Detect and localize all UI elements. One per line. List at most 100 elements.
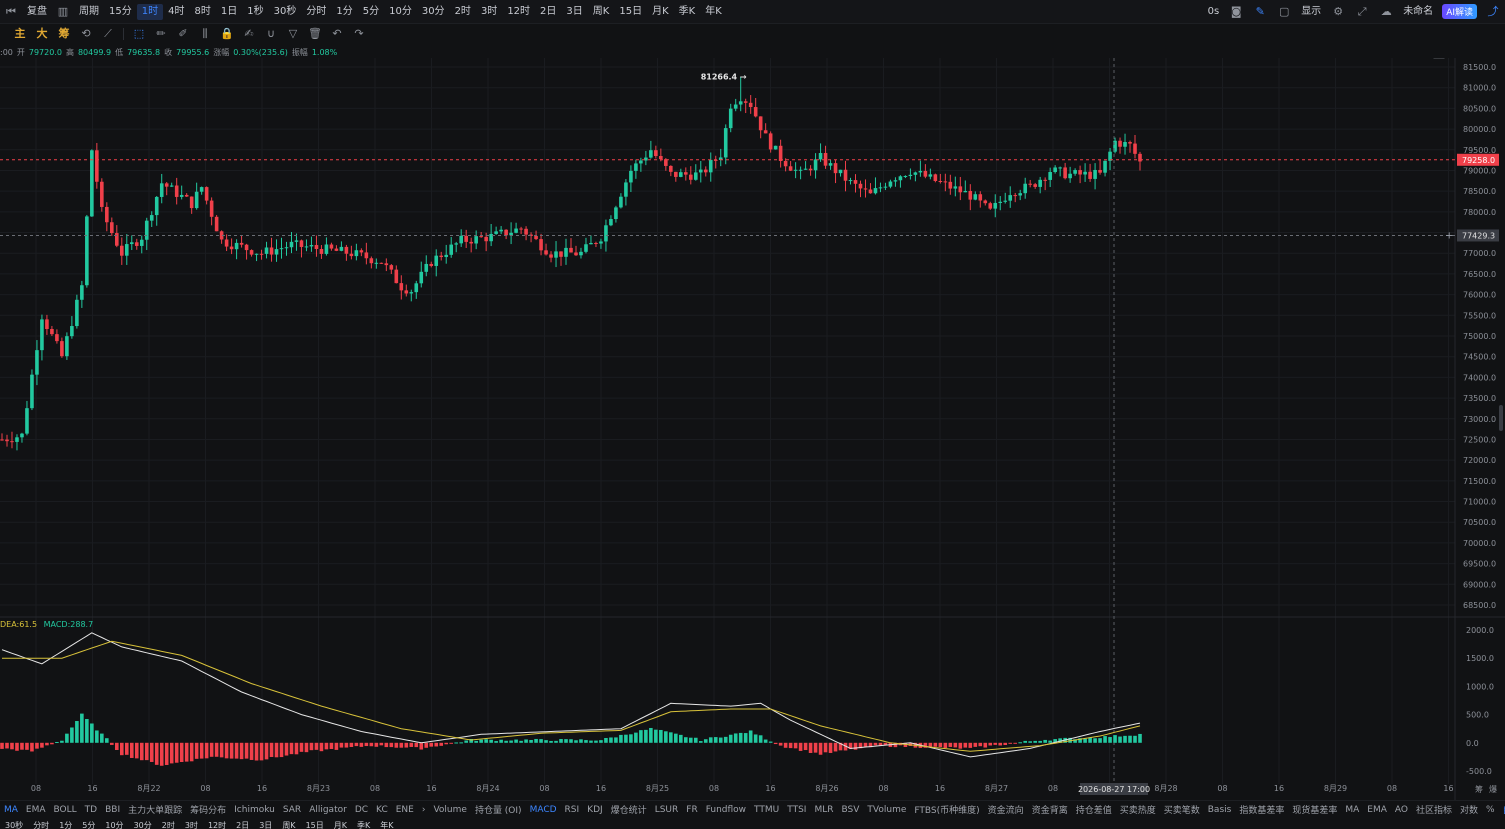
timeframe-8[interactable]: 1分	[336, 5, 353, 17]
indicator-sub-21[interactable]: 指数基差率	[1239, 806, 1285, 816]
chevron-right-icon[interactable]: ›	[421, 804, 426, 815]
indicator-sub-13[interactable]: TVolume	[867, 804, 907, 815]
indicator-main-7[interactable]: Ichimoku	[234, 804, 275, 815]
indicator-sub-22[interactable]: 现货基差率	[1292, 806, 1338, 816]
bottom-timeframe-8[interactable]: 12时	[207, 821, 227, 829]
indicator-sub-12[interactable]: BSV	[841, 804, 860, 815]
timeframe-14[interactable]: 12时	[507, 5, 531, 17]
indicator-sub-0[interactable]: Volume	[433, 804, 467, 815]
indicator-sub-24[interactable]: EMA	[1367, 804, 1387, 815]
lock-icon[interactable]: 🔒	[220, 27, 234, 40]
timeframe-10[interactable]: 10分	[389, 5, 412, 17]
bottom-timeframe-15[interactable]: 年K	[380, 821, 394, 829]
candles-icon[interactable]: ⫼	[202, 27, 208, 40]
redo-icon[interactable]: ↷	[354, 27, 364, 40]
indicator-tail-0[interactable]: 社区指标	[1415, 806, 1452, 816]
indicator-main-6[interactable]: 筹码分布	[190, 806, 227, 816]
timeframe-0[interactable]: 15分	[109, 5, 132, 17]
timeframe-20[interactable]: 季K	[678, 5, 696, 17]
indicator-sub-1[interactable]: 持仓量 (OI)	[474, 806, 522, 816]
indicator-sub-6[interactable]: LSUR	[654, 804, 679, 815]
bottom-timeframe-11[interactable]: 周K	[282, 821, 296, 829]
indicator-tail-2[interactable]: %	[1486, 804, 1495, 815]
bottom-timeframe-1[interactable]: 分时	[33, 821, 50, 829]
indicator-main-4[interactable]: BBI	[105, 804, 121, 815]
indicator-sub-18[interactable]: 买卖热度	[1119, 806, 1156, 816]
tool-chips[interactable]: 筹	[58, 27, 70, 40]
ruler-icon[interactable]: ⟋	[104, 27, 112, 40]
timeframe-1[interactable]: 1时	[136, 3, 164, 20]
pen-icon[interactable]: ✎	[1255, 4, 1265, 18]
bottom-timeframe-6[interactable]: 2时	[161, 821, 175, 829]
trash-icon[interactable]: 🗑	[308, 27, 322, 40]
timeframe-4[interactable]: 1日	[220, 5, 238, 17]
indicator-sub-9[interactable]: TTMU	[754, 804, 780, 815]
indicator-main-3[interactable]: TD	[84, 804, 98, 815]
tool-big[interactable]: 大	[36, 27, 48, 40]
indicator-main-8[interactable]: SAR	[282, 804, 302, 815]
timeframe-18[interactable]: 15日	[619, 5, 643, 17]
indicator-main-10[interactable]: DC	[354, 804, 369, 815]
share-icon[interactable]: ⤴	[1487, 4, 1499, 18]
fullscreen-icon[interactable]: ⤢	[1357, 4, 1367, 18]
period-dropdown[interactable]: 周期	[79, 5, 99, 17]
bottom-timeframe-12[interactable]: 15日	[305, 821, 324, 829]
sync-icon[interactable]: ⟲	[81, 27, 91, 40]
filter-icon[interactable]: ▽	[288, 27, 298, 40]
indicator-main-9[interactable]: Alligator	[309, 804, 347, 815]
timeframe-15[interactable]: 2日	[540, 5, 557, 17]
magnet-icon[interactable]: ∪	[266, 27, 276, 40]
indicator-sub-7[interactable]: FR	[686, 804, 698, 815]
camera-icon[interactable]: ◙	[1230, 4, 1242, 18]
brush-icon[interactable]: ✐	[178, 27, 188, 40]
restore-button[interactable]: 复盘	[27, 5, 47, 17]
candlestick-chart[interactable]: 81500.0 81000.0 80500.0 80000.0 79500.0 79000…	[0, 58, 1505, 800]
indicator-sub-19[interactable]: 买卖笔数	[1163, 806, 1200, 816]
cloud-icon[interactable]: ☁	[1380, 4, 1392, 18]
timeframe-12[interactable]: 2时	[454, 5, 471, 17]
bottom-timeframe-14[interactable]: 季K	[357, 821, 371, 829]
restore-icon[interactable]: ⏮	[6, 4, 16, 18]
display-button[interactable]: 显示	[1301, 5, 1322, 17]
indicator-sub-3[interactable]: RSI	[564, 804, 580, 815]
edit-icon[interactable]: ✍	[244, 27, 254, 40]
window-icon[interactable]: ▢	[1278, 4, 1290, 18]
bottom-timeframe-3[interactable]: 5分	[82, 821, 96, 829]
timeframe-9[interactable]: 5分	[362, 5, 380, 17]
indicator-sub-8[interactable]: Fundflow	[705, 804, 747, 815]
timeframe-7[interactable]: 分时	[306, 5, 327, 17]
timeframe-6[interactable]: 30秒	[273, 5, 297, 17]
indicator-sub-14[interactable]: FTBS(币种维度)	[914, 806, 980, 816]
bottom-timeframe-9[interactable]: 2日	[236, 821, 250, 829]
indicator-sub-10[interactable]: TTSI	[787, 804, 807, 815]
timeframe-5[interactable]: 1秒	[247, 5, 264, 17]
undo-icon[interactable]: ↶	[332, 27, 342, 40]
indicator-main-12[interactable]: ENE	[395, 804, 414, 815]
indicator-tail-1[interactable]: 对数	[1460, 806, 1479, 816]
timeframe-21[interactable]: 年K	[705, 5, 722, 17]
timeframe-17[interactable]: 周K	[592, 5, 610, 17]
bottom-timeframe-5[interactable]: 30分	[133, 821, 152, 829]
ai-button[interactable]: AI解读	[1442, 4, 1477, 19]
indicator-sub-23[interactable]: MA	[1345, 804, 1360, 815]
indicator-main-5[interactable]: 主力大单跟踪	[128, 806, 183, 816]
bottom-timeframe-10[interactable]: 3日	[259, 821, 273, 829]
indicator-sub-20[interactable]: Basis	[1207, 804, 1232, 815]
indicator-main-0[interactable]: MA	[4, 804, 18, 815]
timeframe-3[interactable]: 8时	[194, 5, 211, 17]
indicator-sub-25[interactable]: AO	[1394, 804, 1408, 815]
timeframe-16[interactable]: 3日	[566, 5, 583, 17]
indicator-sub-15[interactable]: 资金流向	[987, 806, 1024, 816]
bottom-timeframe-2[interactable]: 1分	[59, 821, 73, 829]
select-icon[interactable]: ⬚	[133, 27, 145, 40]
bottom-timeframe-0[interactable]: 30秒	[5, 821, 24, 829]
chart-type-icon[interactable]: ▥	[57, 4, 69, 18]
indicator-sub-4[interactable]: KDJ	[587, 804, 603, 815]
indicator-sub-5[interactable]: 爆仓统计	[610, 806, 647, 816]
bottom-timeframe-7[interactable]: 3时	[184, 821, 198, 829]
indicator-tail-3[interactable]: 自动	[1499, 803, 1505, 816]
timeframe-11[interactable]: 30分	[421, 5, 445, 17]
indicator-sub-17[interactable]: 持仓差值	[1075, 806, 1112, 816]
indicator-sub-16[interactable]: 资金背离	[1031, 806, 1068, 816]
indicator-main-11[interactable]: KC	[376, 804, 388, 815]
